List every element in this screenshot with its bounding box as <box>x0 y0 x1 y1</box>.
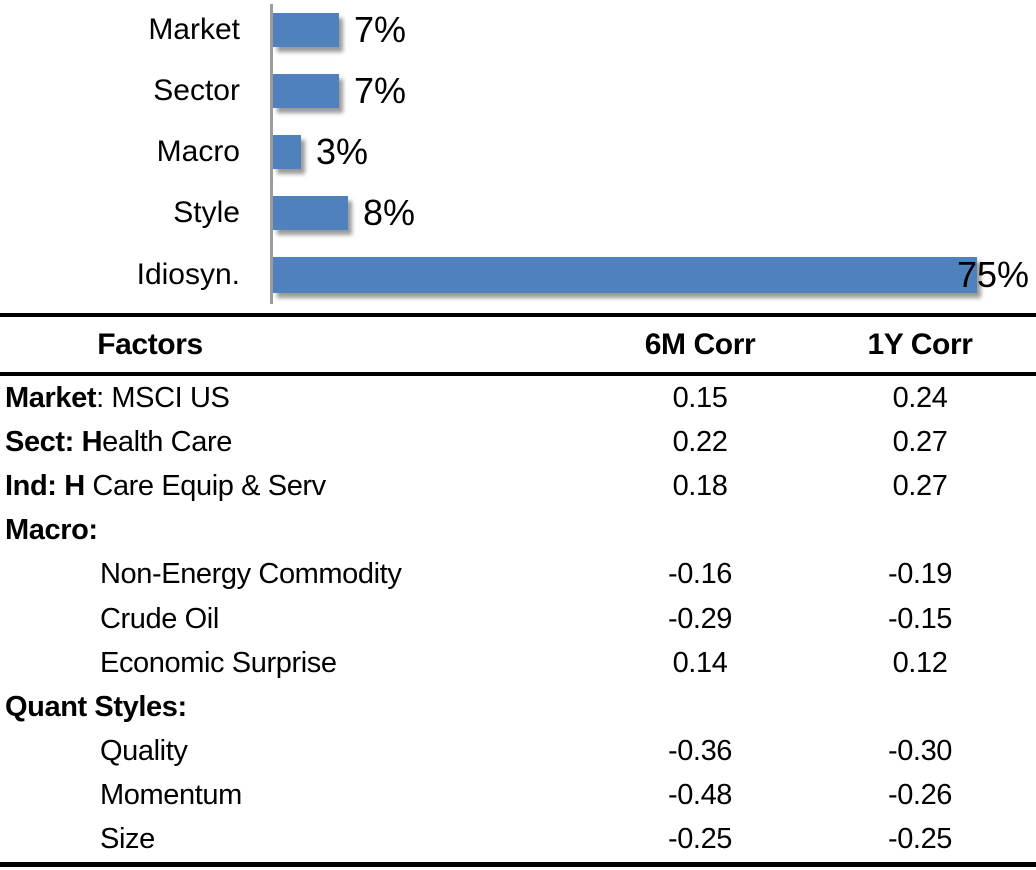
chart-y-axis-line <box>270 4 273 304</box>
corr-6m-value: -0.29 <box>667 602 733 635</box>
factor-label: Sect: Health Care <box>0 426 600 459</box>
factor-label: Quant Styles: <box>0 691 600 724</box>
factor-label-rest: : MSCI US <box>96 381 230 414</box>
factor-label-rest: ealth Care <box>102 425 232 458</box>
bar <box>273 196 348 230</box>
table-row: Crude Oil -0.29 -0.15 <box>0 597 1036 641</box>
factor-label-bold: Quant Styles: <box>5 690 187 723</box>
factor-label: Crude Oil <box>0 603 600 636</box>
table-header-row: Factors 6M Corr 1Y Corr <box>0 317 1036 376</box>
bar-chart: Market 7% Sector 7% Macro 3% Style 8% Idiosyn. 75… <box>0 0 1036 313</box>
corr-1y-value: 0.12 <box>892 646 948 679</box>
corr-6m-value: -0.48 <box>667 779 733 812</box>
table-row: Quality -0.36 -0.30 <box>0 730 1036 774</box>
factor-label: Non-Energy Commodity <box>0 558 600 591</box>
bar <box>273 135 301 169</box>
factor-label-rest: Quality <box>100 735 188 768</box>
corr-6m-value: -0.36 <box>667 735 733 768</box>
factor-label-rest: Size <box>100 823 155 856</box>
corr-6m-value: -0.16 <box>667 558 733 591</box>
bar <box>273 74 339 108</box>
factor-label-rest: Non-Energy Commodity <box>100 558 402 591</box>
category-label: Market <box>148 13 240 46</box>
table-row: Market: MSCI US 0.15 0.24 <box>0 376 1036 420</box>
col-header-factors: Factors <box>97 327 203 361</box>
correlation-table: Factors 6M Corr 1Y Corr Market: MSCI US 0… <box>0 313 1036 868</box>
table-row: Size -0.25 -0.25 <box>0 818 1036 862</box>
corr-1y-value: -0.15 <box>887 602 953 635</box>
factor-label-bold: Macro: <box>5 514 98 547</box>
category-label: Style <box>173 196 240 229</box>
table-body: Market: MSCI US 0.15 0.24 Sect: Health Care… <box>0 376 1036 868</box>
factor-label: Economic Surprise <box>0 647 600 680</box>
corr-1y-value: -0.30 <box>887 735 953 768</box>
col-header-1y-corr: 1Y Corr <box>867 327 973 361</box>
corr-1y-value: 0.27 <box>892 425 948 458</box>
table-row: Macro: <box>0 509 1036 553</box>
factor-label-bold: Market <box>5 381 97 414</box>
factor-label-rest: Care Equip & Serv <box>84 469 326 502</box>
value-label: 7% <box>354 70 407 111</box>
corr-6m-value: 0.14 <box>672 646 728 679</box>
factor-label-bold: Ind: H <box>5 469 85 502</box>
value-label: 8% <box>363 192 416 233</box>
corr-1y-value: -0.25 <box>887 823 953 856</box>
factor-label: Market: MSCI US <box>0 382 600 415</box>
corr-6m-value: 0.15 <box>672 381 728 414</box>
table-row: Economic Surprise 0.14 0.12 <box>0 641 1036 685</box>
factor-label: Size <box>0 823 600 856</box>
factor-label: Quality <box>0 735 600 768</box>
bar <box>273 257 977 293</box>
corr-6m-value: -0.25 <box>667 823 733 856</box>
factor-label-rest: Momentum <box>100 779 242 812</box>
table-row: Sect: Health Care 0.22 0.27 <box>0 420 1036 464</box>
factor-label: Ind: H Care Equip & Serv <box>0 470 600 503</box>
table-row: Quant Styles: <box>0 685 1036 729</box>
corr-1y-value: -0.26 <box>887 779 953 812</box>
category-label: Sector <box>153 74 240 107</box>
corr-1y-value: 0.27 <box>892 469 948 502</box>
value-label: 7% <box>354 9 407 50</box>
factor-label-rest: Crude Oil <box>100 602 219 635</box>
factor-label-bold: Sect: H <box>5 425 103 458</box>
bar <box>273 13 339 47</box>
value-label: 3% <box>316 131 369 172</box>
table-row: Momentum -0.48 -0.26 <box>0 774 1036 818</box>
category-label: Idiosyn. <box>136 258 240 291</box>
col-header-6m-corr: 6M Corr <box>644 327 756 361</box>
factor-label: Momentum <box>0 779 600 812</box>
table-row: Ind: H Care Equip & Serv 0.18 0.27 <box>0 464 1036 508</box>
category-label: Macro <box>156 135 240 168</box>
value-label: 75% <box>957 254 1030 295</box>
corr-1y-value: 0.24 <box>892 381 948 414</box>
corr-1y-value: -0.19 <box>887 558 953 591</box>
corr-6m-value: 0.22 <box>672 425 728 458</box>
corr-6m-value: 0.18 <box>672 469 728 502</box>
factor-label: Macro: <box>0 514 600 547</box>
table-row: Non-Energy Commodity -0.16 -0.19 <box>0 553 1036 597</box>
factor-label-rest: Economic Surprise <box>100 646 337 679</box>
